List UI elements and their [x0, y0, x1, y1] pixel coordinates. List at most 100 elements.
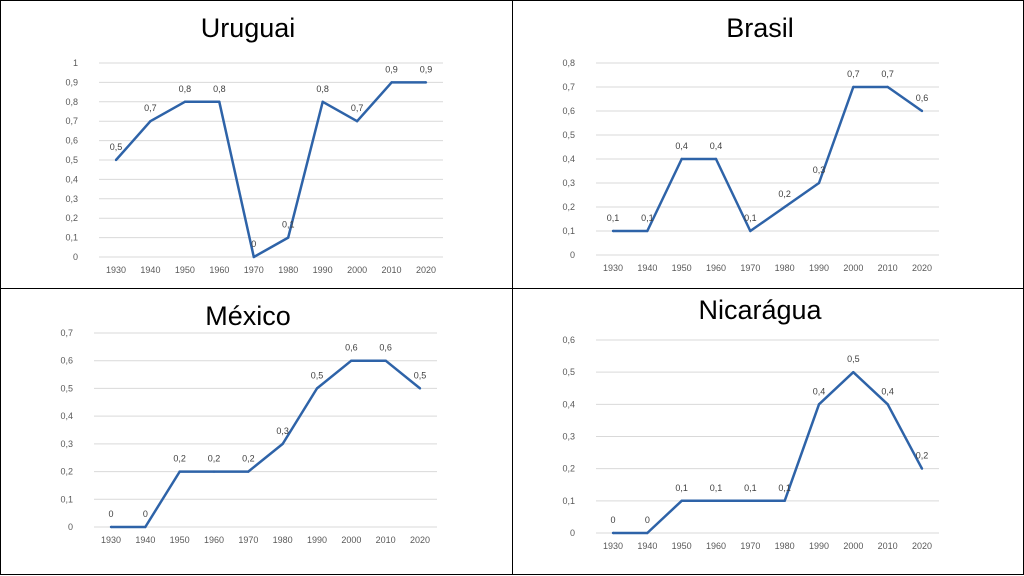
y-tick-label: 0,8	[65, 97, 78, 107]
data-label: 0	[143, 509, 148, 519]
x-tick-label: 1990	[307, 535, 327, 545]
y-tick-label: 0,1	[65, 233, 78, 243]
data-point	[886, 403, 889, 406]
data-label: 0,4	[710, 141, 723, 151]
data-point	[252, 255, 255, 259]
data-label: 0,8	[179, 84, 192, 94]
y-tick-label: 0	[73, 252, 78, 262]
data-label: 0,9	[420, 64, 433, 74]
data-label: 0,4	[881, 386, 894, 396]
x-tick-label: 2000	[347, 265, 367, 275]
data-label: 0,1	[675, 483, 688, 493]
data-point	[149, 120, 152, 123]
y-tick-label: 0,2	[65, 213, 78, 223]
data-point	[183, 100, 187, 104]
data-point	[611, 229, 615, 233]
data-label: 0,7	[847, 69, 860, 79]
y-tick-label: 0,4	[562, 399, 575, 409]
y-tick-label: 0,4	[60, 411, 73, 421]
chart-panel-mexico: México 0 0,1 0,2 0,3 0,4 0,5 0,6 0,7 1930 1940 1950…	[0, 288, 513, 575]
data-label: 0	[108, 509, 113, 519]
series-line	[613, 85, 923, 233]
x-tick-label: 2020	[410, 535, 430, 545]
data-point	[714, 499, 718, 503]
x-tick-label: 2000	[843, 541, 863, 551]
data-label: 0,2	[778, 189, 791, 199]
y-tick-label: 0,2	[562, 464, 575, 474]
data-label: 0,2	[242, 454, 255, 464]
y-tick-label: 0,3	[562, 432, 575, 442]
chart-title: Brasil	[726, 13, 794, 43]
data-label: 0,5	[414, 370, 427, 380]
data-label: 0	[645, 515, 650, 525]
x-tick-label: 1940	[637, 263, 657, 273]
x-tick-label: 1990	[313, 265, 333, 275]
x-tick-label: 2020	[912, 541, 932, 551]
data-point	[321, 100, 324, 104]
x-tick-label: 1950	[175, 265, 195, 275]
data-label: 0,3	[813, 165, 826, 175]
x-tick-label: 1950	[170, 535, 190, 545]
data-label: 0,7	[881, 69, 894, 79]
y-tick-label: 0,4	[65, 174, 78, 184]
data-point	[355, 120, 359, 123]
data-point	[287, 236, 290, 239]
x-tick-label: 1980	[775, 541, 795, 551]
data-point	[212, 470, 216, 473]
data-point	[920, 109, 924, 113]
data-point	[144, 525, 147, 529]
x-tick-label: 2020	[416, 265, 436, 275]
data-label: 0,2	[916, 451, 929, 461]
y-tick-label: 0,9	[65, 77, 78, 87]
data-point	[178, 470, 181, 473]
data-point	[920, 467, 924, 470]
x-tick-label: 1970	[238, 535, 258, 545]
x-tick-label: 1970	[244, 265, 264, 275]
x-tick-label: 1980	[278, 265, 298, 275]
x-tick-label: 2000	[341, 535, 361, 545]
y-tick-label: 0,7	[65, 116, 78, 126]
y-tick-label: 0,1	[562, 226, 575, 236]
x-tick-label: 1970	[740, 541, 760, 551]
data-point	[714, 157, 718, 161]
series-line	[115, 81, 426, 259]
y-tick-label: 0,2	[60, 467, 73, 477]
y-tick-label: 0,5	[562, 367, 575, 377]
data-label: 0,4	[813, 386, 826, 396]
data-point	[247, 470, 250, 473]
x-tick-label: 2010	[878, 263, 898, 273]
data-point	[749, 229, 752, 233]
y-tick-label: 0,4	[562, 154, 575, 164]
y-tick-label: 0,5	[562, 130, 575, 140]
y-tick-label: 0,7	[60, 328, 73, 338]
data-label: 0,2	[208, 454, 221, 464]
data-label: 0,6	[379, 343, 392, 353]
y-tick-label: 0,3	[562, 178, 575, 188]
x-tick-label: 2000	[843, 263, 863, 273]
x-tick-label: 2010	[382, 265, 402, 275]
data-point	[886, 85, 889, 89]
chart-title: México	[205, 301, 291, 331]
data-point	[680, 499, 683, 503]
chart-panel-brasil: Brasil 0 0,1 0,2 0,3 0,4 0,5 0,6 0,7 0,8 1930 1940 1…	[512, 0, 1024, 289]
x-tick-label: 1950	[672, 263, 692, 273]
y-tick-label: 1	[73, 58, 78, 68]
y-tick-label: 0,5	[65, 155, 78, 165]
y-tick-label: 0,1	[60, 494, 73, 504]
x-tick-label: 1930	[603, 541, 623, 551]
data-point	[646, 229, 649, 233]
data-label: 0,5	[311, 370, 324, 380]
chart-panel-uruguai: Uruguai 0 0,1 0,2 0,3 0,4 0,5 0,6 0,7 0,8 0,9 1 1930…	[0, 0, 513, 289]
x-tick-label: 1960	[209, 265, 229, 275]
series-line	[613, 370, 924, 535]
y-tick-label: 0,6	[60, 356, 73, 366]
data-label: 0,5	[847, 354, 860, 364]
x-tick-label: 1980	[775, 263, 795, 273]
data-label: 0,8	[316, 84, 329, 94]
data-label: 0,8	[213, 84, 226, 94]
data-label: 0,1	[641, 213, 654, 223]
x-tick-label: 1970	[740, 263, 760, 273]
x-tick-label: 1990	[809, 541, 829, 551]
data-point	[611, 531, 615, 535]
x-tick-label: 1940	[135, 535, 155, 545]
